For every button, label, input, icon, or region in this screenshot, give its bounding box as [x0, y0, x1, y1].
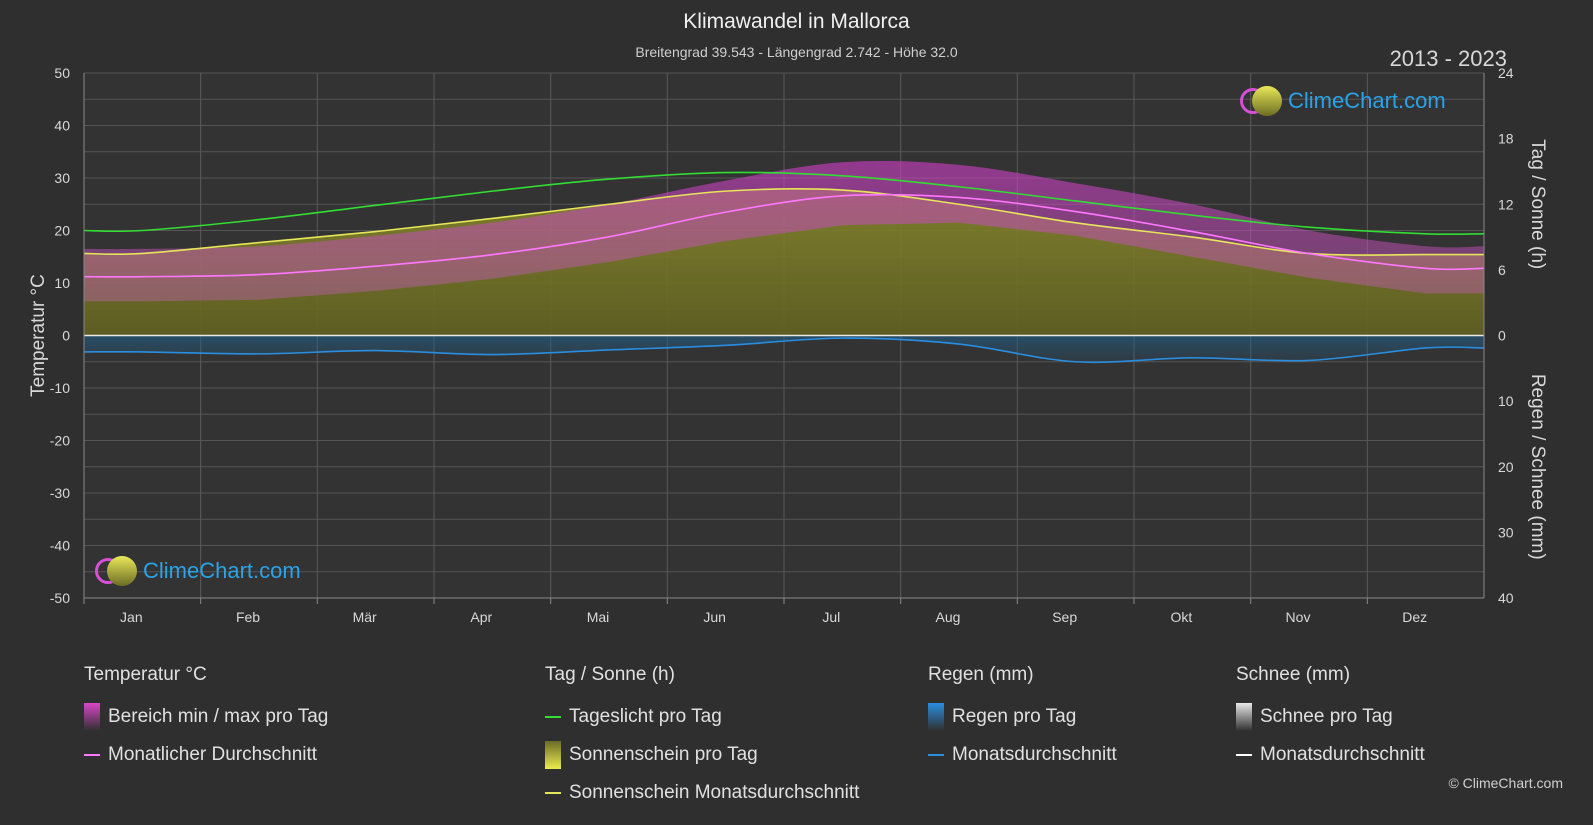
y-left-tick-label: 30	[54, 170, 70, 186]
x-tick-label: Jul	[822, 609, 840, 625]
copyright: © ClimeChart.com	[1448, 775, 1563, 791]
legend-label: Schnee pro Tag	[1260, 706, 1393, 727]
legend-item: Regen pro Tag	[928, 698, 1117, 736]
legend-label: Monatlicher Durchschnitt	[108, 744, 318, 765]
y-right-hours-tick-label: 6	[1498, 262, 1506, 278]
legend-group: Regen (mm) Regen pro Tag Monatsdurchschnit…	[928, 664, 1117, 774]
y-left-tick-label: -50	[50, 590, 70, 606]
rain-area	[84, 335, 1484, 363]
sunshine-avg-line	[83, 187, 1485, 256]
legend-label: Sonnenschein Monatsdurchschnitt	[569, 782, 860, 803]
temperature-range-band	[84, 160, 1484, 302]
y-left-tick-label: -30	[50, 485, 70, 501]
x-tick-label: Mai	[587, 609, 610, 625]
y-right-rain-tick-label: 20	[1498, 459, 1514, 475]
axes: 50 40 30 20 10 0 -10 -20 -30 -40 -50 24 18 12 6 0 10 20 30…	[28, 65, 1548, 625]
chart-lines	[83, 171, 1485, 364]
legend-swatch	[1236, 703, 1252, 731]
y-left-tick-label: 0	[62, 328, 70, 344]
logo-bottom[interactable]: ClimeChart.com	[95, 556, 301, 586]
legend-item: Schnee pro Tag	[1236, 698, 1425, 736]
logo-sun-icon	[107, 556, 137, 586]
temperature-avg-line	[83, 193, 1485, 278]
y-right-rain-tick-label: 30	[1498, 524, 1514, 540]
legend-item: Monatsdurchschnitt	[1236, 736, 1425, 774]
x-tick-label: Okt	[1170, 609, 1192, 625]
legend-swatch	[1236, 754, 1252, 756]
chart-subtitle: Breitengrad 39.543 - Längengrad 2.742 - …	[635, 44, 958, 60]
y-left-tick-label: 40	[54, 118, 70, 134]
legend-swatch	[928, 754, 944, 756]
x-tick-label: Feb	[236, 609, 260, 625]
y-left-tick-label: -10	[50, 380, 70, 396]
x-tick-label: Apr	[470, 609, 492, 625]
legend-item: Monatsdurchschnitt	[928, 736, 1117, 774]
x-tick-label: Jan	[120, 609, 143, 625]
legend-item: Bereich min / max pro Tag	[84, 698, 328, 736]
x-tick-label: Aug	[936, 609, 961, 625]
legend-item: Monatlicher Durchschnitt	[84, 736, 328, 774]
legend-label: Monatsdurchschnitt	[952, 744, 1117, 765]
legend-group-title: Regen (mm)	[928, 664, 1034, 685]
x-tick-label: Jun	[703, 609, 726, 625]
daylight-line	[83, 171, 1485, 236]
legend-item: Sonnenschein pro Tag	[545, 736, 859, 774]
legend-swatch	[84, 703, 100, 731]
legend-swatch	[545, 716, 561, 718]
x-tick-label: Mär	[353, 609, 377, 625]
legend-group: Schnee (mm) Schnee pro Tag Monatsdurchschn…	[1236, 664, 1425, 774]
legend-item: Tageslicht pro Tag	[545, 698, 859, 736]
y-left-tick-label: 20	[54, 223, 70, 239]
y-right-hours-tick-label: 12	[1498, 196, 1514, 212]
y-right-hours-tick-label: 0	[1498, 328, 1506, 344]
y-left-axis-title: Temperatur °C	[28, 274, 49, 397]
legend-swatch	[545, 741, 561, 769]
year-range: 2013 - 2023	[1389, 46, 1507, 71]
legend-item: Sonnenschein Monatsdurchschnitt	[545, 774, 859, 812]
legend-swatch	[84, 754, 100, 756]
legend-swatch	[545, 792, 561, 794]
x-tick-label: Sep	[1052, 609, 1077, 625]
legend-swatch	[928, 703, 944, 731]
legend-group-title: Tag / Sonne (h)	[545, 664, 675, 685]
logo-sun-icon	[1252, 86, 1282, 116]
legend-label: Bereich min / max pro Tag	[108, 706, 329, 727]
logo-top[interactable]: ClimeChart.com	[1240, 86, 1446, 116]
y-left-tick-label: -20	[50, 433, 70, 449]
legend-label: Regen pro Tag	[952, 706, 1077, 727]
y-left-tick-label: 50	[54, 65, 70, 81]
x-tick-label: Nov	[1286, 609, 1311, 625]
y-right-hours-tick-label: 24	[1498, 65, 1514, 81]
y-right-hours-tick-label: 18	[1498, 131, 1514, 147]
chart-title: Klimawandel in Mallorca	[683, 10, 910, 33]
y-right-rain-tick-label: 40	[1498, 590, 1514, 606]
legend-label: Monatsdurchschnitt	[1260, 744, 1425, 765]
legend-group: Tag / Sonne (h) Tageslicht pro Tag Sonnens…	[545, 664, 859, 812]
logo-text: ClimeChart.com	[143, 558, 301, 583]
legend-label: Tageslicht pro Tag	[569, 706, 722, 727]
rain-avg-line	[83, 337, 1485, 364]
legend-group-title: Schnee (mm)	[1236, 664, 1351, 685]
logo-text: ClimeChart.com	[1288, 88, 1446, 113]
legend-group-title: Temperatur °C	[84, 664, 207, 685]
x-tick-label: Dez	[1402, 609, 1427, 625]
y-right-rain-axis-title: Regen / Schnee (mm)	[1527, 374, 1548, 560]
legend-group: Temperatur °C Bereich min / max pro Tag Mo…	[84, 664, 328, 774]
y-right-rain-tick-label: 10	[1498, 393, 1514, 409]
y-right-hours-axis-title: Tag / Sonne (h)	[1527, 139, 1548, 269]
y-left-tick-label: 10	[54, 275, 70, 291]
y-left-tick-label: -40	[50, 538, 70, 554]
legend-label: Sonnenschein pro Tag	[569, 744, 758, 765]
